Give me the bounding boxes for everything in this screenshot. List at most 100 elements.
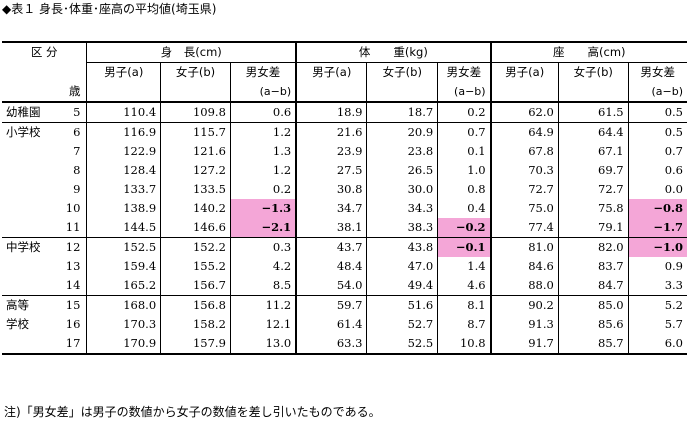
height-female-cell: 146.6 bbox=[160, 218, 231, 238]
height-female-cell: 156.8 bbox=[160, 295, 231, 315]
sitting-height-diff-cell: 0.0 bbox=[627, 180, 687, 199]
data-table: 区 分 身 長(cm) 体 重(kg) 座 高(cm) 男子(a) 女子(b) … bbox=[2, 41, 687, 355]
table-row: 11 144.5 146.6 −2.1 38.1 38.3 −0.2 77.4 79.1 −1.7 bbox=[2, 218, 687, 238]
table-row: 学校 16 170.3 158.2 12.1 61.4 52.7 8.7 91.3 85.6 5.7 bbox=[2, 315, 687, 334]
height-male-cell: 144.5 bbox=[123, 220, 157, 234]
weight-diff-cell: −0.1 bbox=[437, 237, 491, 257]
weight-female-cell: 51.6 bbox=[366, 295, 438, 315]
sitting-height-diff-cell: 0.6 bbox=[627, 161, 687, 180]
height-diff-cell: 1.2 bbox=[229, 122, 297, 142]
weight-male-cell: 21.6 bbox=[295, 122, 367, 142]
weight-diff-formula: (a−b) bbox=[437, 82, 491, 103]
sitting-height-male-cell: 91.7 bbox=[489, 334, 559, 355]
weight-diff-header: 男女差 bbox=[437, 62, 491, 82]
sitting-height-female-cell: 72.7 bbox=[557, 180, 629, 199]
height-diff-cell: 0.6 bbox=[229, 102, 297, 123]
age-cell: 17 bbox=[61, 334, 88, 355]
height-diff-cell: 0.2 bbox=[229, 180, 297, 199]
weight-diff-cell: 1.4 bbox=[437, 257, 491, 276]
height-male-cell: 170.3 bbox=[123, 317, 157, 331]
height-female-cell: 133.5 bbox=[160, 180, 231, 199]
height-diff-cell: 8.5 bbox=[229, 276, 297, 296]
age-cell: 5 bbox=[61, 102, 88, 123]
sitting-height-female-cell: 64.4 bbox=[557, 122, 629, 142]
weight-male-cell: 30.8 bbox=[295, 180, 367, 199]
height-female-header: 女子(b) bbox=[160, 62, 231, 82]
age-cell: 10 bbox=[61, 199, 88, 218]
weight-diff-cell: 0.7 bbox=[437, 122, 491, 142]
sitting-height-diff-cell: 0.7 bbox=[627, 142, 687, 161]
weight-female-cell: 23.8 bbox=[366, 142, 438, 161]
sitting-male-header: 男子(a) bbox=[489, 62, 559, 82]
school-level-cell bbox=[2, 199, 62, 218]
weight-diff-cell: 4.6 bbox=[437, 276, 491, 296]
sitting-height-diff-cell: −0.8 bbox=[627, 199, 687, 218]
school-level-cell bbox=[2, 142, 62, 161]
weight-female-cell: 18.7 bbox=[366, 102, 438, 123]
height-female-cell: 109.8 bbox=[160, 102, 231, 123]
weight-diff-cell: 0.2 bbox=[437, 102, 491, 123]
school-level-cell bbox=[2, 180, 62, 199]
height-diff-cell: 11.2 bbox=[229, 295, 297, 315]
table-title: ◆表１ 身長･体重･座高の平均値(埼玉県) bbox=[2, 2, 217, 16]
sitting-height-male-cell: 91.3 bbox=[489, 315, 559, 334]
weight-male-cell: 59.7 bbox=[295, 295, 367, 315]
table-row: 高等 15 168.0 156.8 11.2 59.7 51.6 8.1 90.2 85.0 5.2 bbox=[2, 295, 687, 315]
sitting-female-header: 女子(b) bbox=[557, 62, 629, 82]
height-group-header: 身 長(cm) bbox=[86, 41, 297, 63]
school-level-cell: 幼稚園 bbox=[6, 105, 41, 119]
height-male-cell: 152.5 bbox=[86, 237, 161, 257]
height-male-cell: 128.4 bbox=[123, 163, 157, 177]
height-female-cell: 115.7 bbox=[160, 122, 231, 142]
height-diff-cell: 1.3 bbox=[229, 142, 297, 161]
footnote: 注)「男女差」は男子の数値から女子の数値を差し引いたものである。 bbox=[4, 405, 381, 419]
sitting-height-diff-cell: 6.0 bbox=[627, 334, 687, 355]
height-male-cell: 133.7 bbox=[123, 182, 157, 196]
weight-male-cell: 54.0 bbox=[295, 276, 367, 296]
school-level-cell: 学校 bbox=[6, 317, 29, 331]
weight-male-cell: 61.4 bbox=[295, 315, 367, 334]
school-level-cell bbox=[2, 257, 62, 276]
age-header: 歳 bbox=[61, 82, 88, 103]
table-row: 幼稚園 5 110.4 109.8 0.6 18.9 18.7 0.2 62.0 61.5 0.5 bbox=[2, 102, 687, 123]
height-female-cell: 121.6 bbox=[160, 142, 231, 161]
weight-male-cell: 18.9 bbox=[295, 102, 367, 123]
weight-male-cell: 38.1 bbox=[295, 218, 367, 238]
age-cell: 16 bbox=[61, 315, 88, 334]
weight-female-cell: 52.7 bbox=[366, 315, 438, 334]
age-cell: 7 bbox=[61, 142, 88, 161]
height-diff-cell: 13.0 bbox=[229, 334, 297, 355]
height-female-cell: 140.2 bbox=[160, 199, 231, 218]
weight-group-header: 体 重(kg) bbox=[295, 41, 491, 63]
weight-diff-cell: −0.2 bbox=[437, 218, 491, 238]
table-row: 7 122.9 121.6 1.3 23.9 23.8 0.1 67.8 67.1 0.7 bbox=[2, 142, 687, 161]
school-level-cell bbox=[2, 161, 62, 180]
sitting-height-diff-cell: 0.9 bbox=[627, 257, 687, 276]
weight-diff-cell: 8.7 bbox=[437, 315, 491, 334]
table-row: 14 165.2 156.7 8.5 54.0 49.4 4.6 88.0 84.7 3.3 bbox=[2, 276, 687, 296]
age-cell: 9 bbox=[61, 180, 88, 199]
sitting-height-diff-cell: 5.7 bbox=[627, 315, 687, 334]
weight-male-cell: 48.4 bbox=[295, 257, 367, 276]
height-male-cell: 110.4 bbox=[123, 105, 157, 119]
weight-male-cell: 34.7 bbox=[295, 199, 367, 218]
sitting-height-diff-cell: −1.7 bbox=[627, 218, 687, 238]
weight-female-cell: 43.8 bbox=[366, 237, 438, 257]
weight-diff-cell: 0.8 bbox=[437, 180, 491, 199]
sitting-height-male-cell: 62.0 bbox=[489, 102, 559, 123]
height-male-header: 男子(a) bbox=[104, 65, 144, 79]
height-diff-cell: 1.2 bbox=[229, 161, 297, 180]
weight-female-cell: 30.0 bbox=[366, 180, 438, 199]
sitting-height-male-cell: 77.4 bbox=[489, 218, 559, 238]
sitting-height-female-cell: 75.8 bbox=[557, 199, 629, 218]
sitting-height-female-cell: 69.7 bbox=[557, 161, 629, 180]
weight-diff-cell: 0.1 bbox=[437, 142, 491, 161]
school-level-cell: 小学校 bbox=[2, 122, 62, 142]
school-level-cell: 中学校 bbox=[2, 237, 62, 257]
weight-diff-cell: 8.1 bbox=[437, 295, 491, 315]
table-row: 8 128.4 127.2 1.2 27.5 26.5 1.0 70.3 69.7 0.6 bbox=[2, 161, 687, 180]
sitting-height-female-cell: 85.7 bbox=[557, 334, 629, 355]
sitting-height-diff-cell: 0.5 bbox=[627, 122, 687, 142]
height-diff-header: 男女差 bbox=[229, 62, 297, 82]
age-cell: 11 bbox=[61, 218, 88, 238]
